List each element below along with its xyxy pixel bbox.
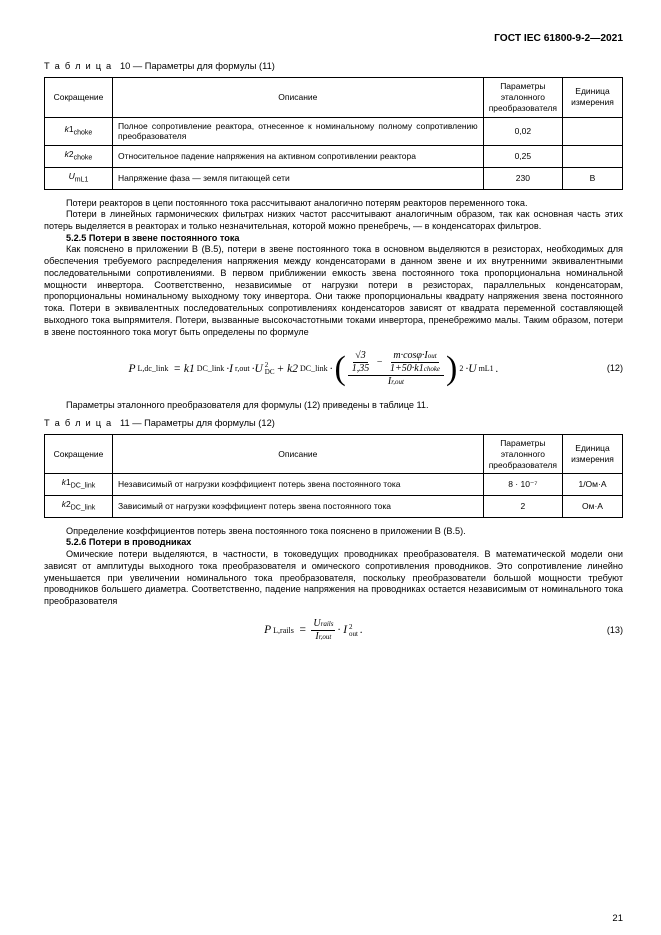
- cell-unit: [563, 117, 623, 146]
- th-abbr: Сокращение: [45, 434, 113, 474]
- th-desc: Описание: [113, 434, 484, 474]
- cell-param: 2: [483, 496, 562, 518]
- para5: Определение коэффициентов потерь звена п…: [44, 526, 623, 538]
- table11-caption: Т а б л и ц а 11 — Параметры для формулы…: [44, 418, 623, 430]
- cell-unit: В: [563, 167, 623, 189]
- page: ГОСТ IEC 61800-9-2—2021 Т а б л и ц а 10…: [0, 0, 661, 935]
- th-abbr: Сокращение: [45, 77, 113, 117]
- th-param: Параметры эталонного преобразователя: [483, 77, 562, 117]
- formula-12: PL,dc_link = k1DC_link·Ir,out·U2DC + k2D…: [128, 351, 498, 387]
- cell-param: 0,25: [483, 146, 562, 168]
- table10-caption: Т а б л и ц а 10 — Параметры для формулы…: [44, 61, 623, 73]
- page-number: 21: [612, 913, 623, 925]
- table-row: UmL1Напряжение фаза — земля питающей сет…: [45, 167, 623, 189]
- eq13-number: (13): [583, 625, 623, 637]
- cell-unit: Ом·А: [563, 496, 623, 518]
- cell-abbr: UmL1: [45, 167, 113, 189]
- th-unit: Единица измерения: [563, 77, 623, 117]
- cell-param: 8 · 10⁻⁷: [483, 474, 562, 496]
- th-desc: Описание: [113, 77, 484, 117]
- table-row: k2DC_linkЗависимый от нагрузки коэффицие…: [45, 496, 623, 518]
- cell-desc: Зависимый от нагрузки коэффициент потерь…: [113, 496, 484, 518]
- formula-12-row: PL,dc_link = k1DC_link·Ir,out·U2DC + k2D…: [44, 344, 623, 394]
- cell-abbr: k2DC_link: [45, 496, 113, 518]
- cell-desc: Независимый от нагрузки коэффициент поте…: [113, 474, 484, 496]
- cell-abbr: k1DC_link: [45, 474, 113, 496]
- cell-abbr: k1choke: [45, 117, 113, 146]
- para2: Потери в линейных гармонических фильтрах…: [44, 209, 623, 232]
- standard-header: ГОСТ IEC 61800-9-2—2021: [44, 32, 623, 45]
- th-unit: Единица измерения: [563, 434, 623, 474]
- th-param: Параметры эталонного преобразователя: [483, 434, 562, 474]
- table-row: k1chokeПолное сопротивление реактора, от…: [45, 117, 623, 146]
- cell-unit: [563, 146, 623, 168]
- cell-desc: Относительное падение напряжения на акти…: [113, 146, 484, 168]
- cell-desc: Полное сопротивление реактора, отнесенно…: [113, 117, 484, 146]
- table11: Сокращение Описание Параметры эталонного…: [44, 434, 623, 518]
- eq12-number: (12): [583, 363, 623, 375]
- para3: Как пояснено в приложении В (В.5), потер…: [44, 244, 623, 338]
- sec526-title: 5.2.6 Потери в проводниках: [44, 537, 623, 549]
- para4: Параметры эталонного преобразователя для…: [44, 400, 623, 412]
- sec525-title: 5.2.5 Потери в звене постоянного тока: [44, 233, 623, 245]
- cell-abbr: k2choke: [45, 146, 113, 168]
- para6: Омические потери выделяются, в частности…: [44, 549, 623, 608]
- cell-desc: Напряжение фаза — земля питающей сети: [113, 167, 484, 189]
- cell-param: 230: [483, 167, 562, 189]
- para1: Потери реакторов в цепи постоянного тока…: [44, 198, 623, 210]
- formula-13-row: PL,rails = Urails Ir,out · I2out. (13): [44, 614, 623, 648]
- cell-param: 0,02: [483, 117, 562, 146]
- cell-unit: 1/Ом·А: [563, 474, 623, 496]
- table-row: k2chokeОтносительное падение напряжения …: [45, 146, 623, 168]
- table10: Сокращение Описание Параметры эталонного…: [44, 77, 623, 190]
- formula-13: PL,rails = Urails Ir,out · I2out.: [264, 619, 363, 642]
- table-row: k1DC_linkНезависимый от нагрузки коэффиц…: [45, 474, 623, 496]
